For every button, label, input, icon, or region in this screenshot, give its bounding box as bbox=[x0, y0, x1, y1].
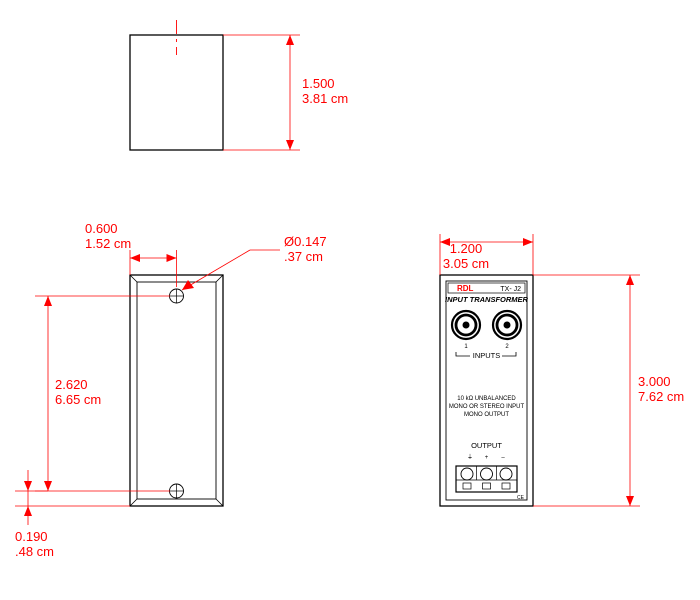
in1-label: 1 bbox=[464, 344, 468, 350]
dim-front-h: 3.0007.62 cm bbox=[638, 375, 684, 405]
dim-hole-dia: Ø0.147.37 cm bbox=[284, 235, 327, 265]
dim-top-height: 1.5003.81 cm bbox=[302, 77, 348, 107]
spec3: MONO OUTPUT bbox=[464, 412, 509, 418]
title-label: INPUT TRANSFORMER bbox=[445, 295, 528, 304]
ce-mark: CE bbox=[517, 495, 525, 501]
dim-hole-spacing: 2.6206.65 cm bbox=[55, 378, 101, 408]
spec1: 10 kΩ UNBALANCED bbox=[457, 396, 516, 402]
dim-bottom-offset: 0.190.48 cm bbox=[15, 530, 54, 560]
dim-front-w: 1.2003.05 cm bbox=[443, 242, 489, 272]
top-view bbox=[130, 20, 300, 150]
front-view: RDL TX- J2 INPUT TRANSFORMER 1 2 INPUTS … bbox=[440, 234, 640, 506]
pos-label: + bbox=[485, 455, 489, 461]
dim-hole-x: 0.6001.52 cm bbox=[85, 222, 131, 252]
gnd-label: ⏚ bbox=[467, 454, 473, 461]
neg-label: – bbox=[501, 455, 505, 461]
model-label: TX- J2 bbox=[500, 286, 521, 293]
drawing-canvas: RDL TX- J2 INPUT TRANSFORMER 1 2 INPUTS … bbox=[0, 0, 700, 600]
in2-label: 2 bbox=[505, 344, 509, 350]
output-label: OUTPUT bbox=[471, 441, 502, 450]
spec2: MONO OR STEREO INPUT bbox=[449, 404, 525, 410]
brand-label: RDL bbox=[457, 284, 474, 293]
inputs-label: INPUTS bbox=[473, 351, 501, 360]
